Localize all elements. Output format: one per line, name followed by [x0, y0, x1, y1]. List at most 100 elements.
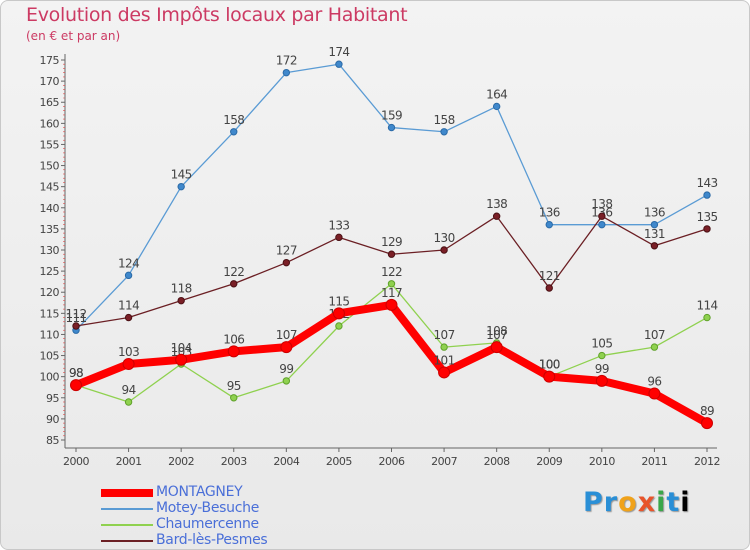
- data-label-bard-les-pesmes: 127: [276, 244, 297, 258]
- data-point-chaumercenne: [650, 343, 659, 351]
- data-label-bard-les-pesmes: 133: [328, 218, 349, 232]
- data-label-bard-les-pesmes: 112: [65, 307, 86, 321]
- data-label-motey-besuche: 136: [539, 206, 560, 220]
- data-label-montagney: 107: [486, 328, 507, 342]
- data-label-motey-besuche: 158: [223, 113, 244, 127]
- logo-letter: t: [666, 487, 681, 518]
- data-point-montagney: [70, 379, 82, 392]
- data-label-motey-besuche: 124: [118, 256, 139, 270]
- data-point-chaumercenne: [282, 377, 291, 385]
- series-line-montagney: [72, 300, 711, 428]
- data-point-montagney: [332, 307, 345, 320]
- logo-letter: P: [583, 487, 604, 518]
- data-point-motey-besuche: [598, 220, 606, 229]
- data-label-motey-besuche: 158: [434, 113, 455, 127]
- data-point-montagney: [227, 345, 240, 358]
- data-point-chaumercenne: [230, 394, 238, 402]
- y-tick-label: 95: [46, 392, 59, 405]
- legend-swatch-bard-les-pesmes: [101, 540, 153, 542]
- data-point-montagney: [175, 353, 188, 366]
- data-point-chaumercenne: [387, 280, 396, 288]
- data-point-motey-besuche: [335, 60, 343, 68]
- data-label-motey-besuche: 172: [276, 54, 297, 68]
- data-point-chaumercenne: [598, 351, 606, 360]
- data-label-chaumercenne: 107: [434, 328, 455, 342]
- legend-item-bard-les-pesmes: Bard-lès-Pesmes: [101, 532, 361, 549]
- y-tick-label: 125: [40, 265, 60, 278]
- y-tick-label: 170: [40, 75, 60, 88]
- data-point-montagney: [595, 374, 608, 387]
- y-tick-label: 100: [40, 371, 60, 384]
- x-tick-label: 2006: [379, 455, 405, 468]
- data-point-motey-besuche: [492, 102, 501, 111]
- data-point-montagney: [385, 298, 398, 311]
- data-point-motey-besuche: [282, 68, 291, 77]
- y-tick-label: 130: [40, 244, 60, 257]
- legend-label-chaumercenne: Chaumercenne: [156, 516, 259, 532]
- data-point-bard-les-pesmes: [72, 322, 80, 330]
- y-tick-label: 115: [40, 307, 60, 320]
- data-label-motey-besuche: 145: [171, 168, 192, 182]
- x-tick-label: 2002: [168, 455, 194, 468]
- x-tick-label: 2005: [326, 455, 352, 468]
- x-tick-label: 2001: [116, 455, 142, 468]
- chart-subtitle: (en € et par an): [26, 29, 121, 43]
- data-label-chaumercenne: 108: [486, 324, 507, 338]
- data-label-bard-les-pesmes: 131: [644, 227, 665, 241]
- data-label-montagney: 107: [276, 328, 297, 342]
- data-point-motey-besuche: [387, 123, 396, 132]
- y-tick-label: 145: [40, 181, 60, 194]
- legend-label-motey-besuche: Motey-Besuche: [156, 500, 260, 516]
- data-label-chaumercenne: 114: [696, 299, 717, 313]
- legend-swatch-motey-besuche: [101, 508, 153, 510]
- y-tick-label: 165: [40, 96, 60, 109]
- data-label-motey-besuche: 164: [486, 87, 507, 101]
- data-point-motey-besuche: [650, 220, 659, 229]
- chart-title: Evolution des Impôts locaux par Habitant: [26, 4, 408, 26]
- data-label-chaumercenne: 95: [227, 379, 241, 393]
- legend-item-chaumercenne: Chaumercenne: [101, 516, 361, 533]
- data-point-motey-besuche: [230, 128, 238, 136]
- x-tick-label: 2012: [694, 455, 720, 468]
- y-tick-label: 90: [46, 413, 59, 426]
- y-tick-label: 120: [40, 286, 60, 299]
- data-point-montagney: [490, 341, 503, 354]
- data-label-montagney: 100: [539, 358, 560, 372]
- data-label-bard-les-pesmes: 138: [591, 197, 612, 211]
- y-tick-label: 105: [40, 350, 60, 363]
- data-point-motey-besuche: [703, 191, 711, 199]
- legend-label-bard-les-pesmes: Bard-lès-Pesmes: [156, 532, 268, 548]
- data-label-bard-les-pesmes: 118: [171, 282, 192, 296]
- data-label-motey-besuche: 143: [696, 176, 717, 190]
- legend-label-montagney: MONTAGNEY: [156, 484, 243, 500]
- legend-swatch-chaumercenne: [101, 524, 153, 526]
- y-tick-label: 150: [40, 160, 60, 173]
- y-tick-label: 85: [46, 434, 59, 447]
- data-label-montagney: 96: [647, 375, 661, 389]
- x-tick-label: 2000: [63, 455, 89, 468]
- logo-letter: i: [656, 487, 667, 518]
- x-tick-label: 2008: [484, 455, 510, 468]
- data-label-chaumercenne: 107: [644, 328, 665, 342]
- data-point-motey-besuche: [440, 128, 448, 136]
- x-tick-label: 2004: [273, 455, 299, 468]
- legend-swatch-montagney: [101, 489, 153, 497]
- data-point-bard-les-pesmes: [177, 296, 185, 305]
- data-point-chaumercenne: [703, 313, 711, 322]
- data-label-chaumercenne: 100: [539, 358, 560, 372]
- data-point-bard-les-pesmes: [650, 242, 659, 250]
- data-label-montagney: 101: [434, 353, 455, 367]
- data-label-motey-besuche: 136: [644, 206, 665, 220]
- data-label-bard-les-pesmes: 121: [539, 269, 560, 283]
- data-label-bard-les-pesmes: 130: [434, 231, 455, 245]
- data-label-montagney: 106: [223, 332, 244, 346]
- data-label-chaumercenne: 94: [122, 383, 136, 397]
- data-point-bard-les-pesmes: [545, 284, 553, 292]
- legend-item-motey-besuche: Motey-Besuche: [101, 500, 361, 517]
- data-label-motey-besuche: 159: [381, 109, 402, 123]
- data-point-bard-les-pesmes: [387, 250, 396, 258]
- legend-item-montagney: MONTAGNEY: [101, 484, 361, 501]
- data-point-bard-les-pesmes: [440, 246, 448, 254]
- x-tick-label: 2009: [536, 455, 562, 468]
